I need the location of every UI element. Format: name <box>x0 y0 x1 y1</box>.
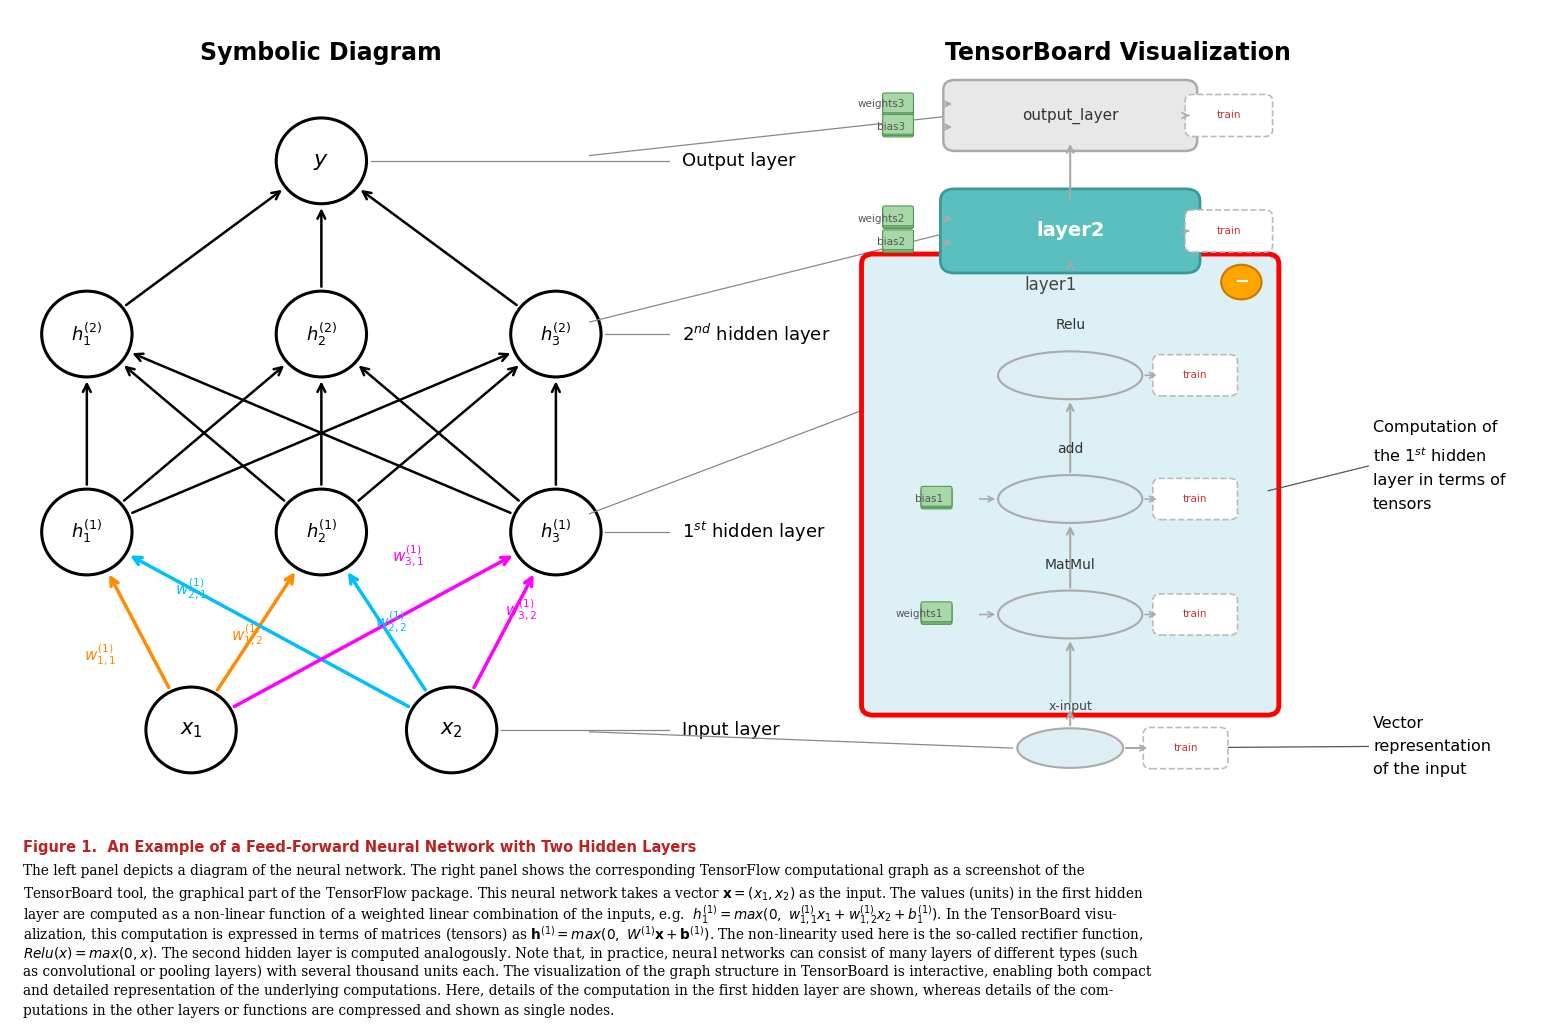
Text: The left panel depicts a diagram of the neural network. The right panel shows th: The left panel depicts a diagram of the … <box>23 864 1086 878</box>
Text: $w^{(1)}_{2,2}$: $w^{(1)}_{2,2}$ <box>375 610 406 635</box>
Circle shape <box>276 291 366 377</box>
FancyBboxPatch shape <box>883 206 914 226</box>
Text: −: − <box>1233 273 1249 291</box>
Ellipse shape <box>999 352 1142 399</box>
Text: 1$^{st}$ hidden layer: 1$^{st}$ hidden layer <box>682 520 825 544</box>
Ellipse shape <box>999 475 1142 523</box>
FancyBboxPatch shape <box>883 94 914 114</box>
Text: x-input: x-input <box>1048 700 1092 713</box>
Text: Computation of
the 1$^{st}$ hidden
layer in terms of
tensors: Computation of the 1$^{st}$ hidden layer… <box>1373 421 1506 511</box>
Text: as convolutional or pooling layers) with several thousand units each. The visual: as convolutional or pooling layers) with… <box>23 964 1152 978</box>
Text: bias1: bias1 <box>915 494 943 504</box>
Circle shape <box>276 489 366 575</box>
FancyBboxPatch shape <box>883 208 914 229</box>
Text: $w^{(1)}_{3,1}$: $w^{(1)}_{3,1}$ <box>392 544 425 569</box>
Text: $x_2$: $x_2$ <box>440 720 464 740</box>
FancyBboxPatch shape <box>861 254 1280 716</box>
Text: weights2: weights2 <box>858 213 904 224</box>
Circle shape <box>1221 265 1261 299</box>
Text: Output layer: Output layer <box>682 152 796 170</box>
Text: $h_1^{(2)}$: $h_1^{(2)}$ <box>71 321 102 347</box>
FancyBboxPatch shape <box>1152 594 1238 635</box>
Text: $w^{(1)}_{1,1}$: $w^{(1)}_{1,1}$ <box>84 643 116 668</box>
FancyBboxPatch shape <box>1152 355 1238 396</box>
Text: train: train <box>1216 110 1241 121</box>
Text: $w^{(1)}_{1,2}$: $w^{(1)}_{1,2}$ <box>231 623 264 647</box>
Text: $w^{(1)}_{3,2}$: $w^{(1)}_{3,2}$ <box>506 598 537 623</box>
Text: $Relu(x) = max(0, x)$. The second hidden layer is computed analogously. Note tha: $Relu(x) = max(0, x)$. The second hidden… <box>23 944 1138 963</box>
Text: train: train <box>1216 226 1241 236</box>
Ellipse shape <box>999 591 1142 638</box>
Text: weights3: weights3 <box>858 99 904 109</box>
Circle shape <box>510 291 602 377</box>
FancyBboxPatch shape <box>883 93 914 112</box>
Text: putations in the other layers or functions are compressed and shown as single no: putations in the other layers or functio… <box>23 1004 614 1019</box>
Ellipse shape <box>1017 728 1123 768</box>
Text: train: train <box>1183 494 1207 504</box>
Circle shape <box>146 687 236 773</box>
Text: Symbolic Diagram: Symbolic Diagram <box>200 41 442 65</box>
Text: $h_2^{(2)}$: $h_2^{(2)}$ <box>306 321 337 347</box>
FancyBboxPatch shape <box>940 189 1200 273</box>
Text: layer1: layer1 <box>1025 276 1076 294</box>
Text: Figure 1.  An Example of a Feed-Forward Neural Network with Two Hidden Layers: Figure 1. An Example of a Feed-Forward N… <box>23 840 696 856</box>
FancyBboxPatch shape <box>1185 210 1273 252</box>
Text: $h_2^{(1)}$: $h_2^{(1)}$ <box>306 519 337 545</box>
FancyBboxPatch shape <box>883 114 914 134</box>
Text: $w^{(1)}_{2,1}$: $w^{(1)}_{2,1}$ <box>175 577 208 602</box>
FancyBboxPatch shape <box>921 487 952 506</box>
Text: bias2: bias2 <box>876 237 904 247</box>
Circle shape <box>276 118 366 204</box>
FancyBboxPatch shape <box>921 604 952 625</box>
FancyBboxPatch shape <box>921 489 952 509</box>
Text: train: train <box>1174 743 1197 753</box>
Text: $h_3^{(1)}$: $h_3^{(1)}$ <box>540 519 572 545</box>
Text: 2$^{nd}$ hidden layer: 2$^{nd}$ hidden layer <box>682 322 830 346</box>
Text: weights1: weights1 <box>896 609 943 620</box>
Text: bias3: bias3 <box>876 122 904 132</box>
Text: layer2: layer2 <box>1036 222 1104 240</box>
Circle shape <box>510 489 602 575</box>
FancyBboxPatch shape <box>883 230 914 250</box>
Circle shape <box>42 489 132 575</box>
Circle shape <box>406 687 496 773</box>
Text: MatMul: MatMul <box>1045 558 1095 571</box>
FancyBboxPatch shape <box>883 207 914 227</box>
FancyBboxPatch shape <box>883 233 914 253</box>
FancyBboxPatch shape <box>883 118 914 137</box>
FancyBboxPatch shape <box>883 115 914 135</box>
Text: and detailed representation of the underlying computations. Here, details of the: and detailed representation of the under… <box>23 985 1114 998</box>
FancyBboxPatch shape <box>883 231 914 251</box>
Text: Relu: Relu <box>1055 319 1086 332</box>
Circle shape <box>42 291 132 377</box>
FancyBboxPatch shape <box>1152 478 1238 520</box>
Text: add: add <box>1056 442 1084 456</box>
FancyBboxPatch shape <box>1143 728 1228 769</box>
FancyBboxPatch shape <box>921 603 952 623</box>
Text: Input layer: Input layer <box>682 721 780 739</box>
Text: $h_1^{(1)}$: $h_1^{(1)}$ <box>71 519 102 545</box>
Text: output_layer: output_layer <box>1022 107 1118 124</box>
Text: train: train <box>1183 370 1207 380</box>
FancyBboxPatch shape <box>943 80 1197 151</box>
FancyBboxPatch shape <box>883 96 914 115</box>
FancyBboxPatch shape <box>921 488 952 507</box>
Text: train: train <box>1183 609 1207 620</box>
FancyBboxPatch shape <box>1185 95 1273 136</box>
Text: $x_1$: $x_1$ <box>180 720 203 740</box>
Text: TensorBoard Visualization: TensorBoard Visualization <box>945 41 1292 65</box>
Text: $h_3^{(2)}$: $h_3^{(2)}$ <box>540 321 572 347</box>
Text: $y$: $y$ <box>313 149 329 172</box>
Text: TensorBoard tool, the graphical part of the TensorFlow package. This neural netw: TensorBoard tool, the graphical part of … <box>23 885 1143 903</box>
Text: Vector
representation
of the input: Vector representation of the input <box>1373 716 1491 777</box>
Text: alization, this computation is expressed in terms of matrices (tensors) as $\mat: alization, this computation is expressed… <box>23 924 1143 945</box>
Text: layer are computed as a non-linear function of a weighted linear combination of : layer are computed as a non-linear funct… <box>23 904 1118 927</box>
FancyBboxPatch shape <box>921 602 952 622</box>
